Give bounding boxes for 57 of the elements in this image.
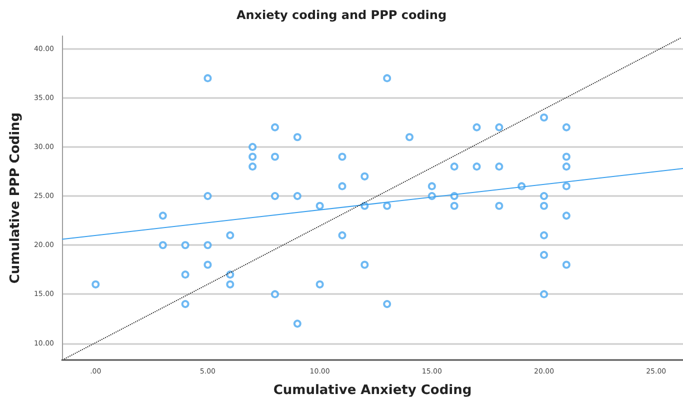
point [316, 280, 324, 288]
point [472, 123, 481, 132]
point [158, 212, 167, 220]
point [338, 231, 346, 240]
x-axis-title: Cumulative Anxiety Coding [273, 383, 472, 398]
point [181, 241, 190, 250]
point [293, 192, 302, 200]
point [383, 202, 392, 210]
point [204, 241, 212, 250]
point [270, 152, 279, 161]
point [338, 182, 346, 190]
point [562, 260, 570, 269]
chart-title: Anxiety coding and PPP coding [236, 8, 447, 22]
point [540, 113, 548, 122]
point [92, 280, 100, 288]
point [562, 182, 570, 190]
point [248, 142, 257, 151]
point [360, 172, 369, 180]
point [226, 231, 234, 240]
point [562, 123, 570, 132]
point [495, 202, 504, 210]
point [405, 133, 414, 142]
point [338, 152, 346, 161]
point [472, 162, 481, 171]
point [540, 290, 548, 298]
point [204, 192, 212, 200]
point [293, 133, 302, 142]
point [562, 162, 570, 171]
point [270, 192, 279, 200]
point [540, 192, 548, 200]
point [248, 162, 257, 171]
point [360, 260, 369, 269]
point [450, 162, 458, 171]
point [540, 231, 548, 240]
point [293, 320, 302, 328]
point [181, 300, 190, 308]
point [226, 280, 234, 288]
point [428, 182, 436, 190]
point [495, 123, 504, 132]
point [181, 270, 190, 279]
point [316, 202, 324, 210]
point [204, 260, 212, 269]
point [495, 162, 504, 171]
y-axis-title: Cumulative PPP Coding [8, 112, 23, 284]
point [270, 123, 279, 132]
point [158, 241, 167, 250]
point [540, 250, 548, 259]
point [204, 74, 212, 82]
point [383, 300, 392, 308]
point [562, 152, 570, 161]
point [270, 290, 279, 298]
point [540, 202, 548, 210]
point [383, 74, 392, 82]
point [450, 202, 458, 210]
point [248, 152, 257, 161]
point [562, 212, 570, 220]
point [226, 270, 234, 279]
